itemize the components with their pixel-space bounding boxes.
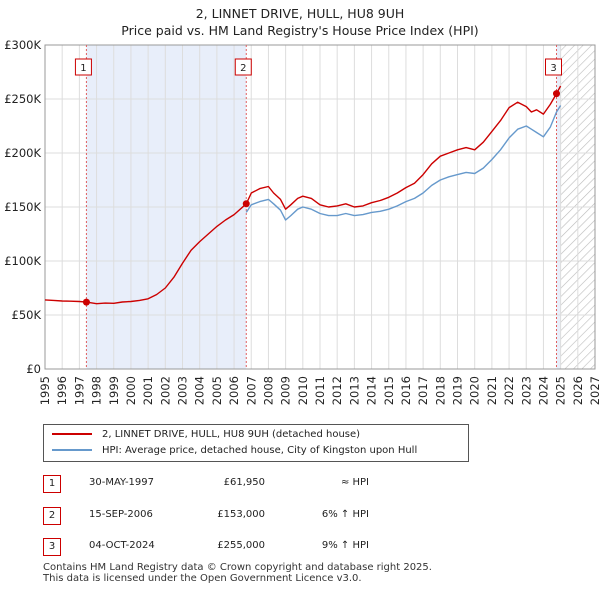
x-tick-label: 2021 <box>485 376 499 405</box>
x-tick-label: 2025 <box>554 376 568 405</box>
footer-line-copyright: Contains HM Land Registry data © Crown c… <box>43 562 432 573</box>
series-lines <box>44 85 562 305</box>
x-tick-label: 2001 <box>141 376 155 405</box>
price-chart: £0 £50K £100K £150K £200K £250K £300K 1995 1996… <box>4 38 600 405</box>
legend-swatch-property <box>52 433 92 435</box>
legend-label-property: 2, LINNET DRIVE, HULL, HU8 9UH (detached… <box>102 429 361 440</box>
table-row: 2 15-SEP-2006 £153,000 6% ↑ HPI <box>43 504 600 528</box>
chart-subtitle: Price paid vs. HM Land Registry's House … <box>121 23 479 38</box>
y-axis-labels: £0 £50K £100K £150K £200K £250K £300K <box>4 38 41 376</box>
sale-point <box>553 90 560 98</box>
x-axis-labels: 1995 1996 1997 1998 1999 2000 2001 2002 2003 2004… <box>38 376 600 405</box>
x-tick-label: 2019 <box>451 376 465 405</box>
footer-attribution: Contains HM Land Registry data © Crown c… <box>43 562 432 584</box>
legend-item-property: 2, LINNET DRIVE, HULL, HU8 9UH (detached… <box>52 428 360 442</box>
y-tick-label: £50K <box>12 308 42 322</box>
sale-points <box>82 90 560 306</box>
sale-point <box>242 200 250 208</box>
sale-date: 15-SEP-2006 <box>89 509 153 520</box>
x-tick-label: 2006 <box>227 376 241 405</box>
sale-price: £255,000 <box>217 540 265 551</box>
x-tick-label: 2013 <box>347 376 361 405</box>
sale-hpi-comparison: 9% ↑ HPI <box>321 540 369 551</box>
sale-date: 30-MAY-1997 <box>89 477 155 488</box>
x-tick-label: 2007 <box>244 376 258 405</box>
x-tick-label: 1999 <box>107 376 121 405</box>
y-tick-label: £150K <box>4 200 41 214</box>
chart-legend: 2, LINNET DRIVE, HULL, HU8 9UH (detached… <box>43 424 469 462</box>
y-tick-label: £0 <box>26 362 41 376</box>
sale-price: £153,000 <box>217 509 265 520</box>
legend-label-hpi: HPI: Average price, detached house, City… <box>102 445 418 456</box>
x-tick-label: 2014 <box>365 376 379 405</box>
sale-badge-label: 2 <box>240 63 246 74</box>
x-tick-label: 2000 <box>124 376 138 405</box>
footer-line-licence: This data is licensed under the Open Gov… <box>43 573 362 584</box>
x-tick-label: 2010 <box>296 376 310 405</box>
x-tick-label: 1997 <box>72 376 86 405</box>
x-tick-label: 1996 <box>55 376 69 405</box>
x-tick-label: 2020 <box>468 376 482 405</box>
series-line <box>44 85 562 305</box>
table-row: 1 30-MAY-1997 £61,950 ≈ HPI <box>43 472 600 496</box>
x-tick-label: 1995 <box>38 376 52 405</box>
sale-badges: 1 2 3 <box>74 58 562 76</box>
x-tick-label: 2024 <box>536 376 550 405</box>
x-tick-label: 2012 <box>330 376 344 405</box>
x-tick-label: 2008 <box>261 376 275 405</box>
sale-price: £61,950 <box>223 477 265 488</box>
sale-badge: 2 <box>43 507 61 525</box>
x-tick-label: 2026 <box>571 376 585 405</box>
chart-title-line: 2, LINNET DRIVE, HULL, HU8 9UH <box>195 6 405 21</box>
y-tick-label: £300K <box>4 38 41 52</box>
x-tick-label: 2017 <box>416 376 430 405</box>
x-tick-label: 2016 <box>399 376 413 405</box>
x-tick-label: 2004 <box>193 376 207 405</box>
sale-badge-box <box>74 58 92 76</box>
x-tick-label: 2005 <box>210 376 224 405</box>
x-tick-label: 2027 <box>588 376 600 405</box>
x-tick-label: 2003 <box>176 376 190 405</box>
sale-badge: 3 <box>43 538 61 556</box>
x-tick-label: 2002 <box>158 376 172 405</box>
sale-hpi-comparison: ≈ HPI <box>340 477 369 488</box>
sale-point <box>82 298 90 306</box>
x-tick-label: 2011 <box>313 376 327 405</box>
legend-item-hpi: HPI: Average price, detached house, City… <box>52 444 417 458</box>
sale-badge-box <box>545 58 562 76</box>
x-tick-label: 2023 <box>519 376 533 405</box>
plot-frame <box>44 44 596 370</box>
x-tick-label: 2022 <box>502 376 516 405</box>
legend-swatch-hpi <box>52 449 92 451</box>
chart-title: 2, LINNET DRIVE, HULL, HU8 9UH Price pai… <box>0 5 600 39</box>
sale-badge-label: 3 <box>550 63 556 74</box>
y-tick-label: £200K <box>4 146 41 160</box>
x-tick-label: 1998 <box>90 376 104 405</box>
sale-hpi-comparison: 6% ↑ HPI <box>321 509 369 520</box>
series-line <box>245 105 562 221</box>
sale-badge-label: 1 <box>80 63 86 74</box>
y-tick-label: £250K <box>4 92 41 106</box>
x-tick-label: 2018 <box>433 376 447 405</box>
y-tick-label: £100K <box>4 254 41 268</box>
x-tick-label: 2015 <box>382 376 396 405</box>
sale-badge-box <box>234 58 252 76</box>
sale-date: 04-OCT-2024 <box>89 540 155 551</box>
x-tick-label: 2009 <box>279 376 293 405</box>
table-row: 3 04-OCT-2024 £255,000 9% ↑ HPI <box>43 535 600 559</box>
sale-badge: 1 <box>43 475 61 493</box>
